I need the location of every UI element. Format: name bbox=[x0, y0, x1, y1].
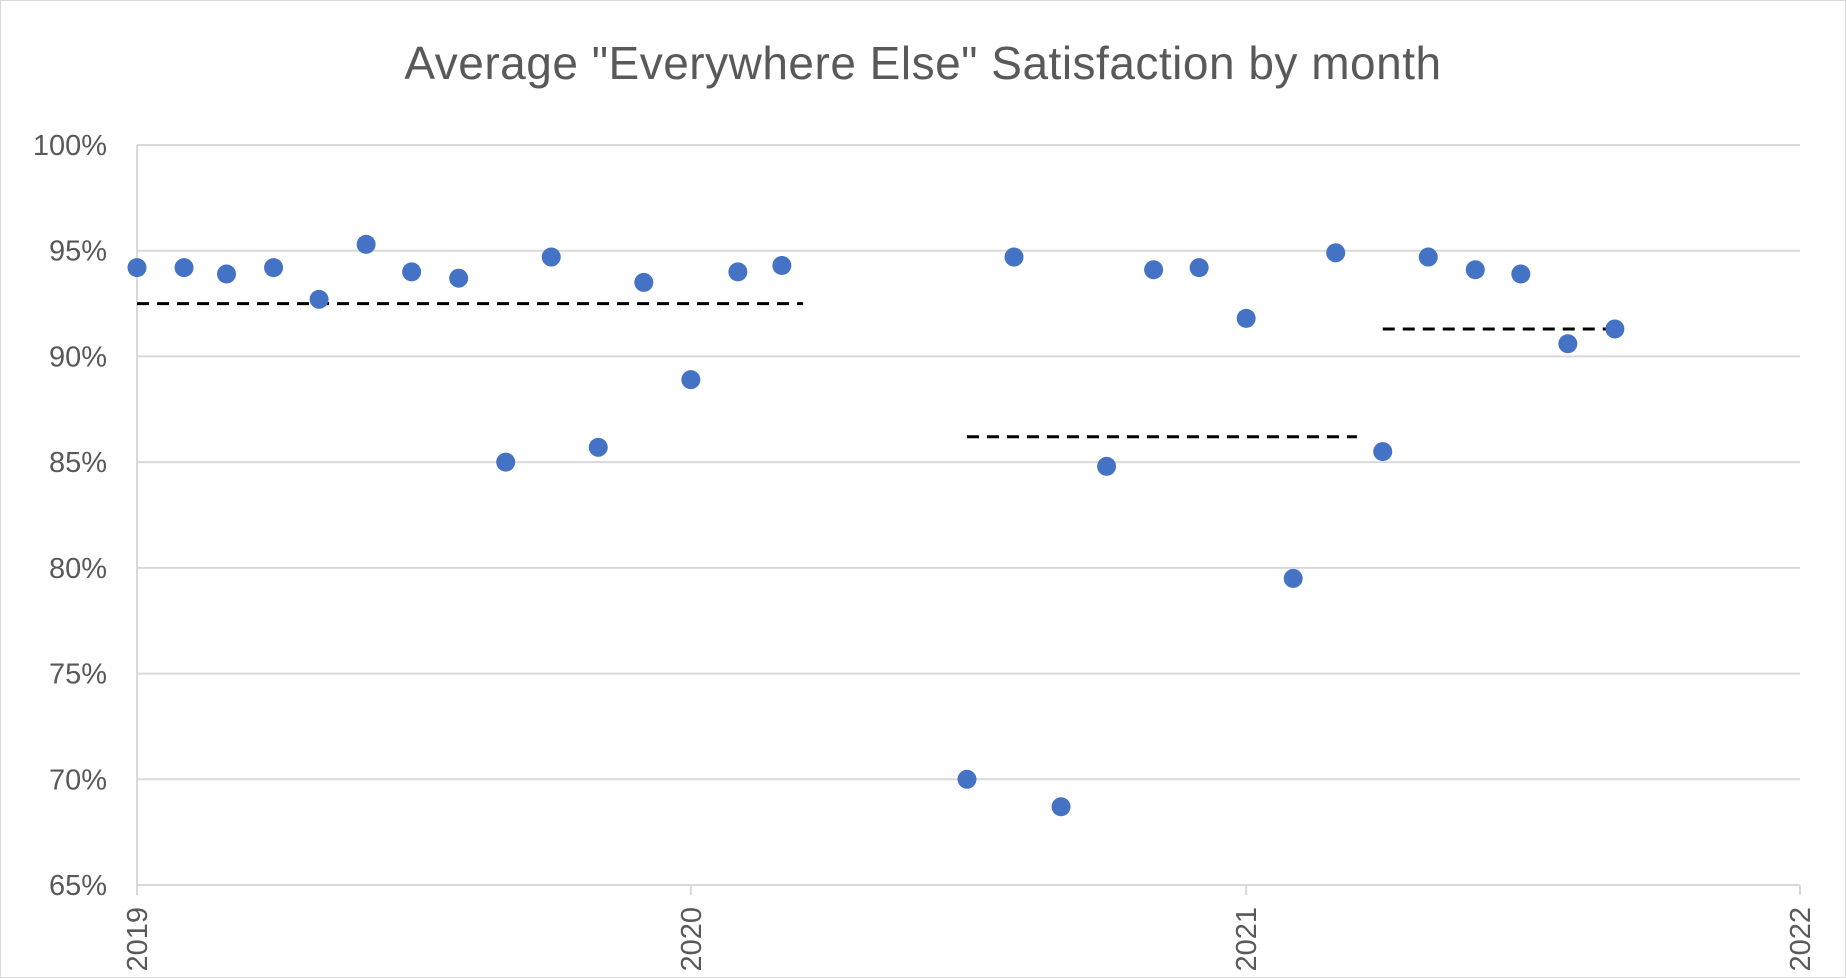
data-point bbox=[309, 289, 329, 309]
data-point bbox=[588, 437, 608, 457]
data-points bbox=[127, 234, 1625, 817]
data-point bbox=[1418, 247, 1438, 267]
data-point bbox=[681, 370, 701, 390]
data-point bbox=[217, 264, 237, 284]
data-point bbox=[1373, 442, 1393, 462]
data-point bbox=[728, 262, 748, 282]
y-tick-label: 90% bbox=[49, 341, 107, 373]
gridlines bbox=[137, 144, 1800, 781]
data-point bbox=[957, 769, 977, 789]
x-tick-label: 2022 bbox=[1785, 907, 1817, 972]
data-point bbox=[1558, 334, 1578, 354]
data-point bbox=[264, 258, 284, 278]
y-tick-label: 95% bbox=[49, 236, 107, 268]
data-point bbox=[449, 268, 469, 288]
data-point bbox=[1283, 568, 1303, 588]
data-point bbox=[1004, 247, 1024, 267]
data-point bbox=[541, 247, 561, 267]
data-point bbox=[496, 452, 516, 472]
x-tick-label: 2021 bbox=[1231, 907, 1263, 972]
y-tick-label: 75% bbox=[49, 659, 107, 691]
y-tick-label: 100% bbox=[33, 130, 107, 162]
y-tick-label: 85% bbox=[49, 447, 107, 479]
y-tick-label: 80% bbox=[49, 553, 107, 585]
data-point bbox=[772, 256, 792, 276]
y-tick-label: 70% bbox=[49, 764, 107, 796]
average-lines bbox=[137, 302, 1615, 439]
data-point bbox=[1144, 260, 1164, 280]
data-point bbox=[634, 272, 654, 292]
chart-title: Average "Everywhere Else" Satisfaction b… bbox=[404, 37, 1442, 89]
x-tick-labels: 2019 2020 2021 2022 bbox=[122, 907, 1817, 972]
data-point bbox=[1189, 258, 1209, 278]
data-point bbox=[1605, 319, 1625, 339]
data-point bbox=[127, 258, 147, 278]
data-point bbox=[1236, 308, 1256, 328]
data-point bbox=[1511, 264, 1531, 284]
x-tick-label: 2020 bbox=[676, 907, 708, 972]
y-tick-labels: 65% 70% 75% 80% 85% 90% 95% 100% bbox=[33, 130, 107, 902]
data-point bbox=[1051, 797, 1071, 817]
y-tick-label: 65% bbox=[49, 870, 107, 902]
data-point bbox=[174, 258, 194, 278]
data-point bbox=[1097, 456, 1117, 476]
data-point bbox=[1465, 260, 1485, 280]
data-point bbox=[402, 262, 422, 282]
data-point bbox=[1326, 243, 1346, 263]
x-tick-label: 2019 bbox=[122, 907, 154, 972]
data-point bbox=[356, 234, 376, 254]
